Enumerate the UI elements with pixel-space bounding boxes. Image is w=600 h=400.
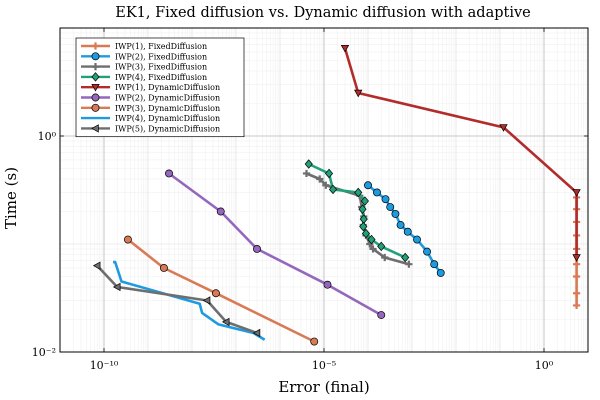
data-point <box>377 241 386 252</box>
data-point <box>381 195 390 204</box>
data-point <box>324 168 334 179</box>
data-point <box>386 203 395 211</box>
y-tick-label: 10⁰ <box>38 130 57 143</box>
data-point <box>91 103 100 112</box>
series-6 <box>165 169 386 319</box>
data-point <box>165 169 173 178</box>
data-point <box>91 72 100 82</box>
data-point <box>361 228 371 239</box>
series-line <box>127 238 315 343</box>
legend-label: IWP(4), DynamicDiffusion <box>115 114 220 123</box>
data-point <box>91 83 100 92</box>
tick-labels: 10⁻¹⁰ 10⁻⁵ 10⁰ 10⁻² 10⁰ <box>32 130 554 372</box>
data-point <box>340 44 350 53</box>
legend-label: IWP(3), FixedDiffusion <box>115 63 207 72</box>
data-point <box>316 175 324 183</box>
legend-label: IWP(4), FixedDiffusion <box>115 73 207 82</box>
data-point <box>405 260 413 268</box>
data-point <box>401 252 410 263</box>
data-point <box>92 261 101 270</box>
legend-label: IWP(5), DynamicDiffusion <box>115 124 220 133</box>
data-point <box>358 204 367 214</box>
data-point <box>381 253 389 262</box>
series-line <box>113 260 266 341</box>
series-5 <box>340 44 581 262</box>
data-point <box>430 260 439 269</box>
data-point <box>328 184 338 195</box>
series-9 <box>92 261 261 338</box>
data-point <box>159 264 168 272</box>
legend-label: IWP(2), FixedDiffusion <box>115 52 207 61</box>
data-point <box>423 247 432 256</box>
data-point <box>302 169 311 178</box>
legend-entry: IWP(3), FixedDiffusion <box>81 63 207 72</box>
legend-label: IWP(2), DynamicDiffusion <box>115 94 220 103</box>
legend-entry: IWP(3), DynamicDiffusion <box>81 104 220 113</box>
series-4 <box>304 159 410 263</box>
data-point <box>253 244 261 253</box>
data-point <box>310 337 319 346</box>
data-point <box>572 189 581 197</box>
data-point <box>91 63 100 71</box>
data-point <box>91 52 100 61</box>
data-point <box>572 254 581 262</box>
data-point <box>354 187 363 198</box>
data-point <box>499 124 508 132</box>
legend-label: IWP(3), DynamicDiffusion <box>115 104 220 113</box>
data-point <box>354 89 363 98</box>
data-point <box>572 289 581 297</box>
data-point <box>252 328 261 338</box>
legend-entry: IWP(5), DynamicDiffusion <box>81 124 220 133</box>
legend-entry: IWP(2), FixedDiffusion <box>81 52 207 61</box>
data-point <box>572 301 581 310</box>
legend-entry: IWP(4), DynamicDiffusion <box>81 114 220 123</box>
data-point <box>572 272 581 281</box>
data-point <box>211 289 220 298</box>
data-point <box>367 234 376 245</box>
legend-entry: IWP(4), FixedDiffusion <box>81 72 207 82</box>
data-point <box>91 124 99 133</box>
x-tick-label: 10⁻⁵ <box>312 359 336 372</box>
y-axis-label: Time (s) <box>2 167 20 229</box>
data-point <box>91 93 100 102</box>
data-point <box>202 296 211 305</box>
series-2 <box>364 181 445 277</box>
axis-ticks <box>60 28 588 353</box>
chart-title: EK1, Fixed diffusion vs. Dynamic diffusi… <box>115 5 531 21</box>
data-point <box>391 209 400 218</box>
legend-entry: IWP(1), DynamicDiffusion <box>81 83 220 92</box>
data-point <box>359 221 368 232</box>
data-point <box>112 282 121 292</box>
data-point <box>413 235 421 244</box>
series-7 <box>123 235 319 346</box>
legend-label: IWP(1), DynamicDiffusion <box>115 83 220 92</box>
data-point <box>436 268 445 277</box>
x-axis-label: Error (final) <box>278 378 369 396</box>
data-point <box>221 317 230 327</box>
data-point <box>377 311 386 319</box>
data-point <box>403 227 412 236</box>
series-layer <box>92 44 581 346</box>
legend-label: IWP(1), FixedDiffusion <box>115 42 207 51</box>
x-tick-label: 10⁻¹⁰ <box>90 359 119 372</box>
x-tick-label: 10⁰ <box>535 359 554 372</box>
data-point <box>373 188 381 197</box>
data-point <box>322 181 330 189</box>
data-point <box>91 42 100 50</box>
data-point <box>304 159 313 169</box>
data-point <box>123 235 132 244</box>
legend-entry: IWP(2), DynamicDiffusion <box>81 94 220 103</box>
data-point <box>216 207 225 216</box>
data-point <box>323 280 332 289</box>
series-8 <box>113 260 266 341</box>
data-point <box>369 245 377 253</box>
data-point <box>364 181 372 190</box>
data-point <box>360 196 369 206</box>
legend-entry: IWP(1), FixedDiffusion <box>81 42 207 51</box>
y-tick-label: 10⁻² <box>32 346 56 359</box>
data-point <box>396 221 405 229</box>
